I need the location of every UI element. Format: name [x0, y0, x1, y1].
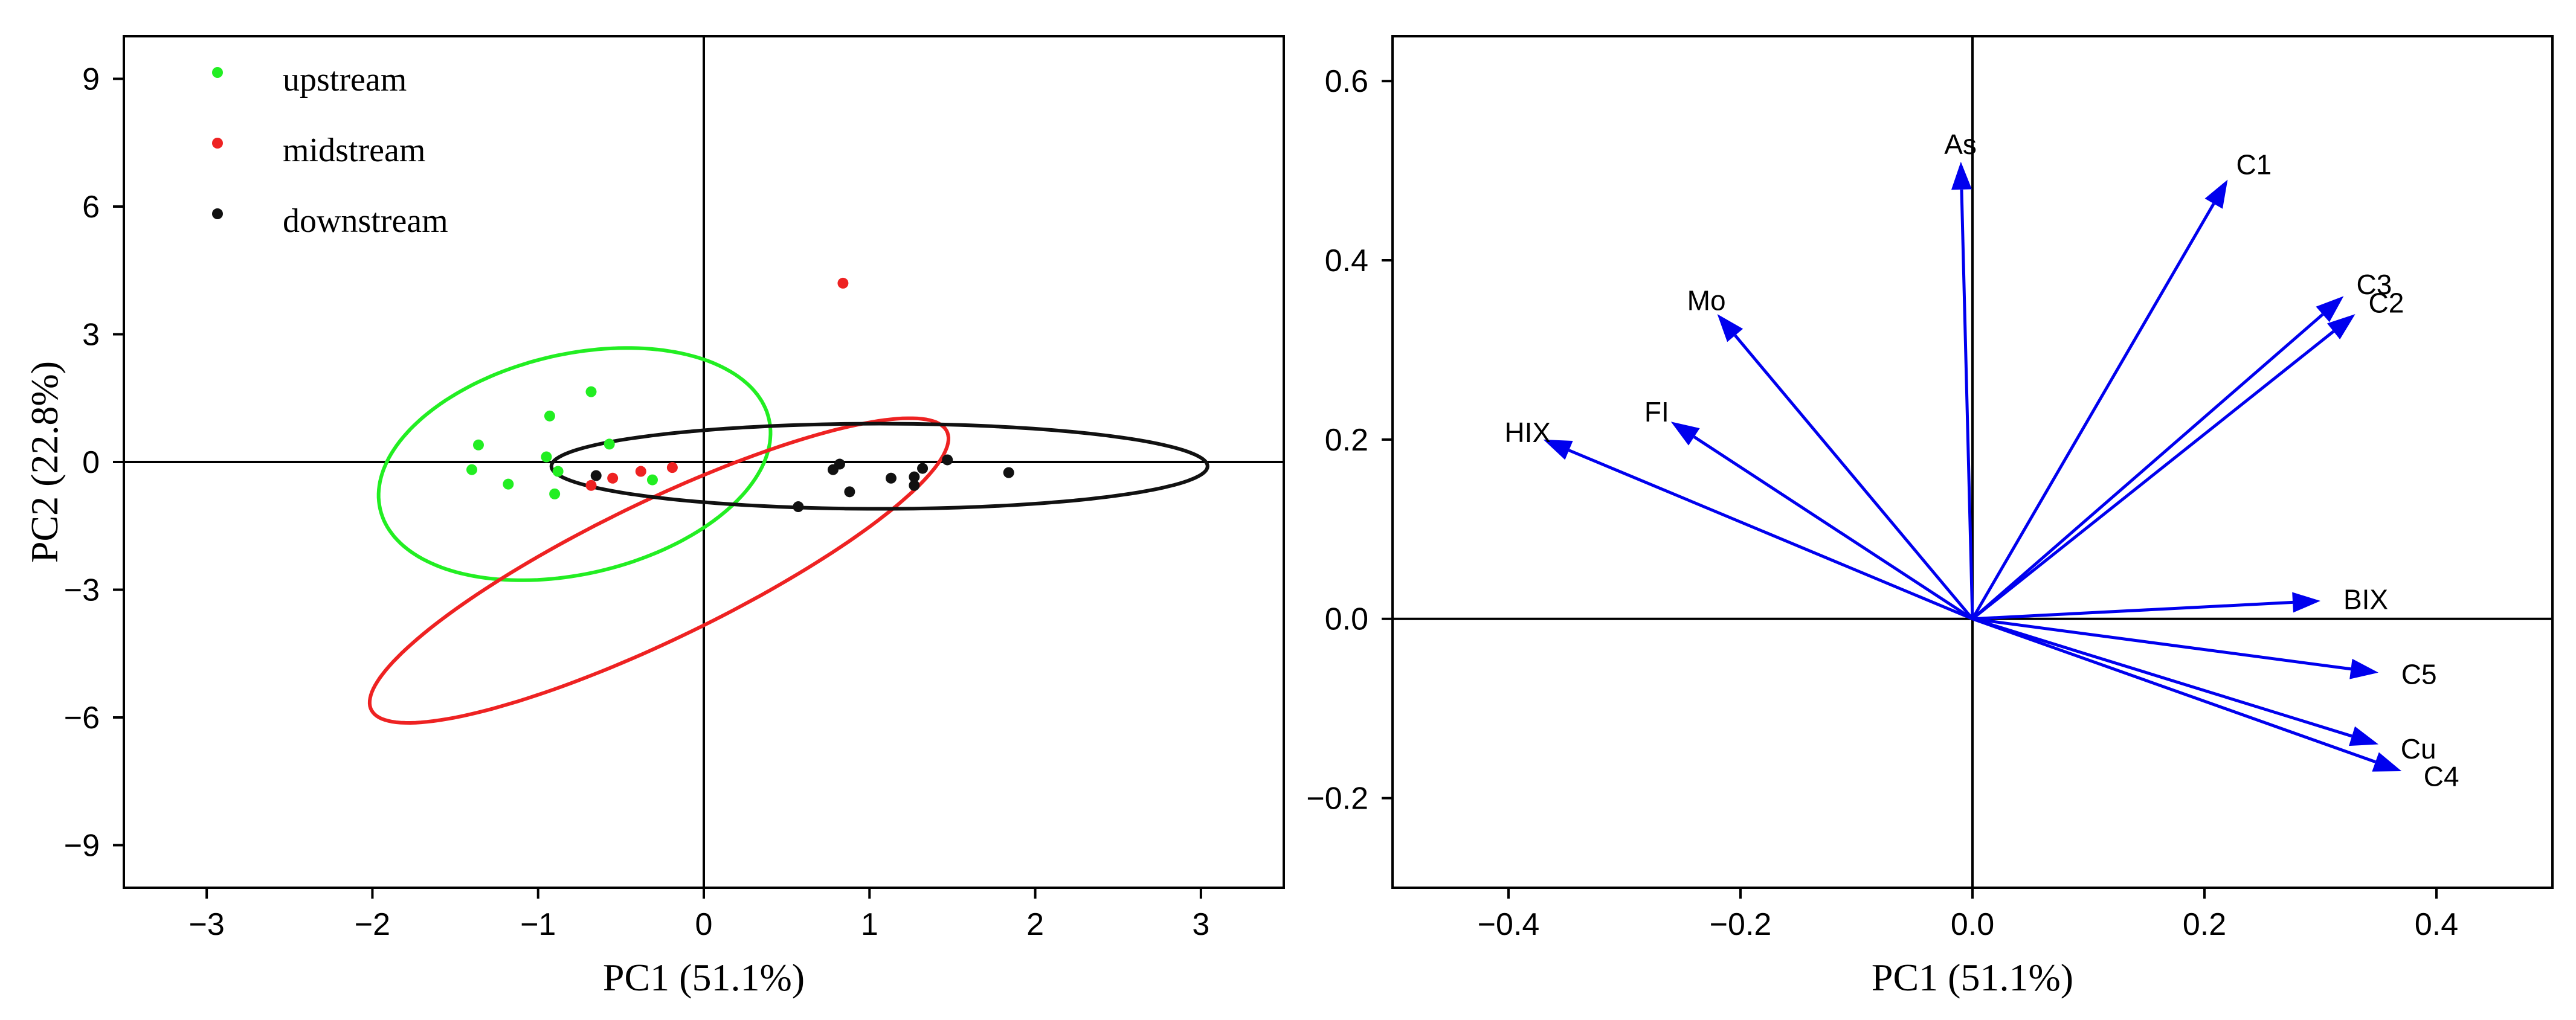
loading-arrowhead-As: [1951, 161, 1972, 190]
data-point-midstream: [635, 466, 646, 477]
loading-label-HIX: HIX: [1504, 417, 1551, 448]
data-point-upstream: [503, 478, 514, 490]
data-point-upstream: [544, 410, 555, 422]
legend-marker-upstream: [212, 67, 223, 78]
loading-arrow-FI: [1693, 435, 1974, 620]
loading-arrow-As: [1960, 189, 1974, 619]
x-tick-label: −1: [520, 907, 556, 942]
data-point-downstream: [590, 470, 602, 481]
data-point-upstream: [466, 464, 477, 475]
loading-arrow-C5: [1972, 617, 2351, 671]
loading-label-C1: C1: [2236, 149, 2272, 180]
data-point-midstream: [837, 277, 849, 289]
x-tick-label: 0.0: [1951, 907, 1994, 942]
y-tick-label: −9: [64, 829, 100, 864]
confidence-ellipse-upstream: [376, 346, 773, 582]
x-tick-label: −2: [355, 907, 390, 942]
loading-arrow-C2: [1971, 330, 2335, 620]
x-tick-label: 0.2: [2183, 907, 2226, 942]
legend-marker-downstream: [212, 208, 223, 219]
pca-loading-plot: −0.4 −0.2 0.0 0.2 0.4 −0.2 0.0 0.2 0.4 0.6 PC1 (51…: [1306, 35, 2554, 999]
data-point-midstream: [607, 472, 619, 484]
legend-label-upstream: upstream: [283, 61, 407, 98]
loading-arrow-C4: [1972, 617, 2376, 764]
y-tick-label: 0.6: [1325, 64, 1368, 99]
loading-arrow-Cu: [1972, 617, 2352, 738]
loading-arrowhead-FI: [1670, 422, 1700, 446]
legend-marker-midstream: [212, 138, 223, 149]
x-tick-label: −0.4: [1478, 907, 1540, 942]
data-point-downstream: [909, 480, 920, 491]
loading-label-FI: FI: [1644, 396, 1669, 428]
data-point-upstream: [549, 488, 561, 499]
data-point-downstream: [793, 501, 804, 513]
y-tick-label: −0.2: [1306, 781, 1368, 816]
loading-arrowhead-C3: [2316, 296, 2344, 322]
y-tick-label: 0.0: [1325, 602, 1368, 637]
pca-score-plot: −3 −2 −1 0 1 2 3 −9 −6 −3 0 3 6 9 PC1 (51.1%) PC2 (22.8…: [23, 35, 1285, 999]
loading-label-BIX: BIX: [2343, 584, 2388, 615]
x-tick-label: 3: [1192, 907, 1209, 942]
data-point-downstream: [834, 458, 845, 470]
loading-label-C5: C5: [2401, 658, 2437, 690]
legend-label-downstream: downstream: [283, 202, 448, 240]
y-tick-label: 0: [82, 445, 100, 480]
y-tick-label: 0.4: [1325, 243, 1368, 278]
confidence-ellipse-midstream: [367, 416, 951, 725]
y-axis-title: PC2 (22.8%): [23, 361, 66, 563]
y-tick-label: −6: [64, 701, 100, 736]
loading-label-C4: C4: [2424, 760, 2459, 792]
data-point-upstream: [604, 438, 615, 450]
data-point-downstream: [917, 463, 929, 474]
loading-arrow-BIX: [1972, 600, 2293, 621]
x-tick-label: −0.2: [1710, 907, 1772, 942]
loading-arrowhead-BIX: [2292, 592, 2320, 613]
data-point-upstream: [646, 474, 658, 486]
loading-arrowhead-Cu: [2349, 726, 2378, 746]
data-point-downstream: [1003, 467, 1014, 478]
confidence-ellipse-downstream: [549, 422, 1209, 511]
y-tick-label: −3: [64, 573, 100, 608]
x-tick-label: 0.4: [2415, 907, 2458, 942]
data-point-downstream: [909, 471, 920, 483]
loading-arrow-C1: [1971, 202, 2215, 620]
loading-arrowhead-C1: [2204, 179, 2228, 209]
loading-arrowhead-C2: [2327, 314, 2355, 340]
loading-arrow-C3: [1971, 313, 2324, 620]
loading-label-As: As: [1944, 129, 1977, 160]
loading-arrow-HIX: [1568, 449, 1973, 621]
loading-arrowhead-HIX: [1543, 439, 1573, 460]
data-point-downstream: [885, 472, 897, 484]
loading-arrow-Mo: [1734, 334, 1974, 620]
data-point-midstream: [585, 480, 597, 491]
data-point-downstream: [942, 454, 953, 466]
data-point-midstream: [666, 462, 678, 473]
y-tick-label: 6: [82, 190, 100, 225]
loading-label-C2: C2: [2369, 287, 2404, 319]
loading-arrowhead-C5: [2349, 658, 2378, 679]
loading-arrowhead-Mo: [1717, 314, 1744, 342]
y-tick-label: 9: [82, 62, 100, 97]
x-axis-title: PC1 (51.1%): [603, 956, 805, 999]
loading-label-Mo: Mo: [1687, 285, 1726, 316]
data-point-upstream: [585, 386, 597, 397]
x-axis-title: PC1 (51.1%): [1872, 956, 2073, 999]
y-tick-label: 0.2: [1325, 423, 1368, 458]
legend-label-midstream: midstream: [283, 132, 425, 169]
x-tick-label: 0: [695, 907, 713, 942]
loading-label-Cu: Cu: [2401, 733, 2436, 765]
loading-arrowhead-C4: [2372, 752, 2402, 772]
data-point-upstream: [472, 439, 484, 451]
y-tick-label: 3: [82, 318, 100, 353]
x-tick-label: 2: [1026, 907, 1044, 942]
data-point-upstream: [552, 466, 564, 477]
data-point-downstream: [844, 486, 855, 498]
data-point-upstream: [541, 451, 552, 463]
x-tick-label: 1: [861, 907, 878, 942]
loading-label-C3: C3: [2357, 269, 2392, 300]
x-tick-label: −3: [188, 907, 224, 942]
